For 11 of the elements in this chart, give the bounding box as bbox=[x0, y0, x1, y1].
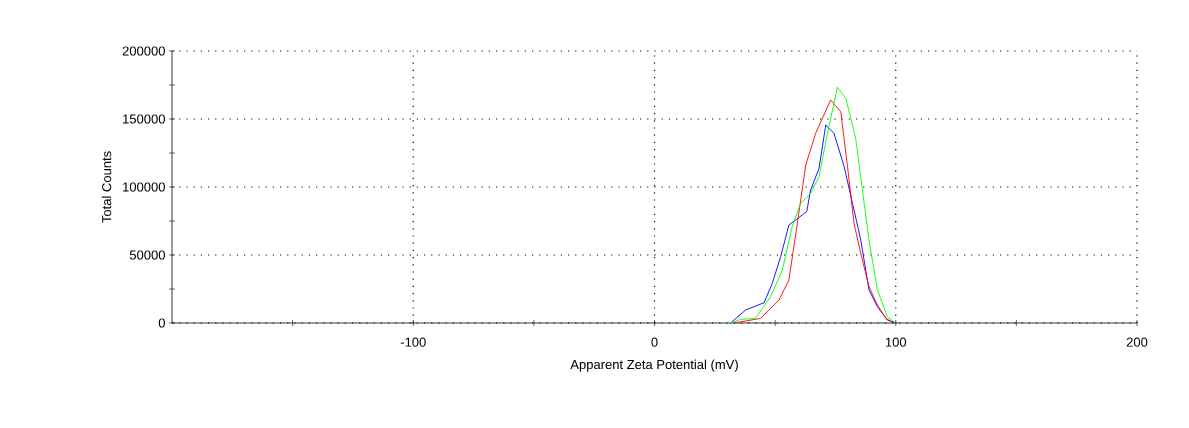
y-tick-label: 100000 bbox=[123, 182, 165, 192]
y-axis-title: Total Counts bbox=[101, 151, 112, 223]
x-tick-label: -100 bbox=[400, 337, 426, 347]
x-tick-label: 200 bbox=[1126, 337, 1148, 347]
y-tick-label: 200000 bbox=[122, 46, 165, 56]
x-tick-label: 100 bbox=[885, 337, 907, 347]
x-tick-label: 0 bbox=[651, 337, 658, 347]
y-tick-label: 50000 bbox=[129, 250, 165, 260]
y-tick-label: 150000 bbox=[123, 114, 165, 124]
x-axis-title: Apparent Zeta Potential (mV) bbox=[570, 359, 738, 372]
y-tick-label: 0 bbox=[158, 318, 165, 328]
